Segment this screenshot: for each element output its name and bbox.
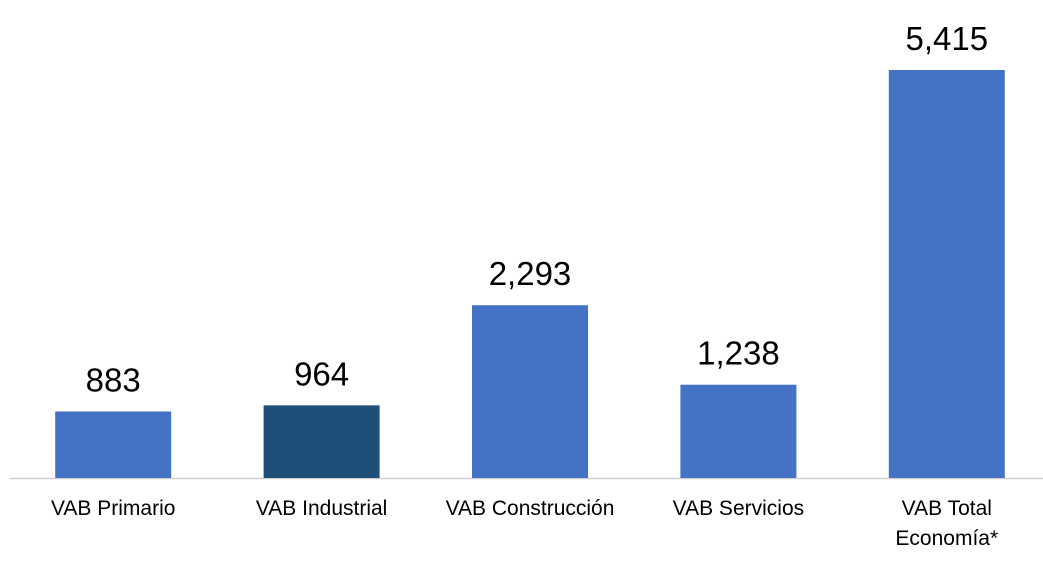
- value-label: 964: [294, 355, 349, 392]
- bar: [472, 305, 588, 478]
- bar: [680, 384, 797, 478]
- bar: [888, 70, 1005, 478]
- bar: [263, 405, 380, 478]
- category-label: VAB Primario: [50, 497, 176, 520]
- value-label: 5,415: [906, 20, 989, 57]
- category-label: VAB Construcción: [445, 497, 615, 520]
- category-label: VAB Servicios: [672, 497, 805, 520]
- category-label: VAB Industrial: [255, 497, 388, 520]
- bar: [55, 411, 172, 478]
- value-label: 2,293: [489, 255, 572, 292]
- category-label: VAB Total Economía*: [895, 497, 999, 550]
- value-label: 883: [86, 361, 141, 398]
- value-label: 1,238: [697, 335, 780, 372]
